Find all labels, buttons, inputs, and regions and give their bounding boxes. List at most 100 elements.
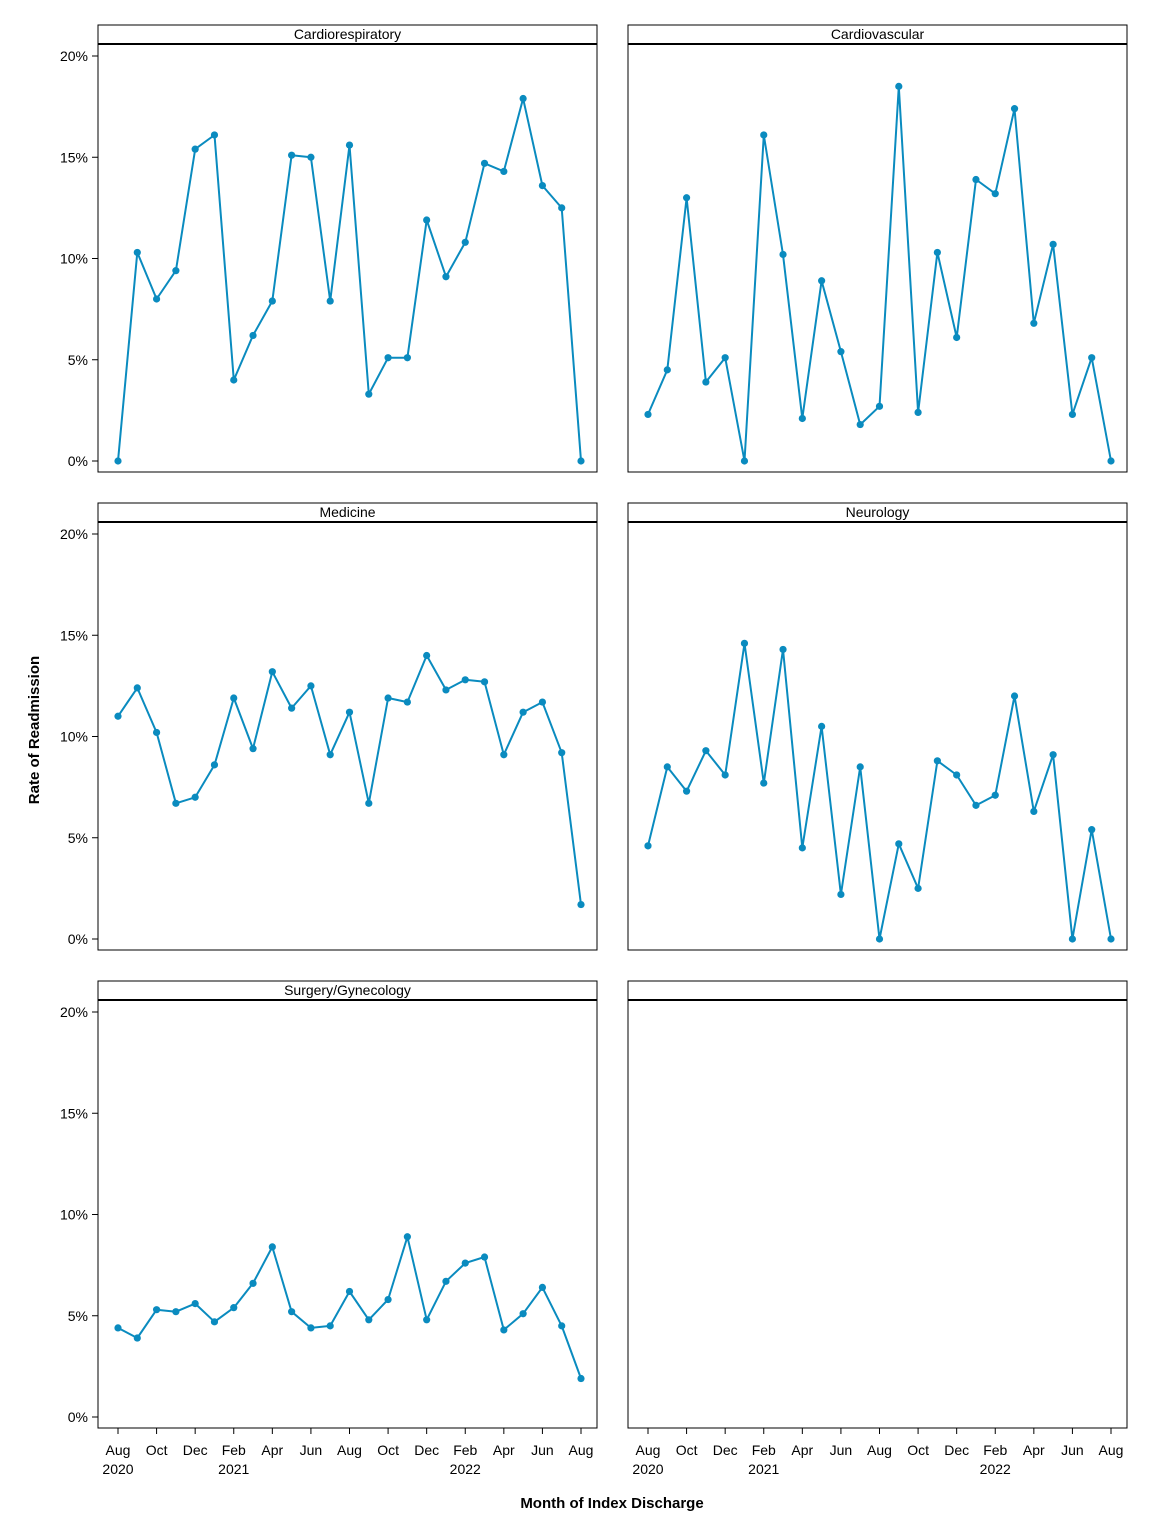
data-point [538, 1283, 547, 1291]
data-point [172, 267, 180, 275]
y-tick-label: 5% [68, 352, 88, 368]
y-tick-label: 10% [60, 251, 88, 267]
series-line [117, 1235, 582, 1379]
data-point [500, 167, 508, 176]
panel-strip [627, 980, 1128, 1001]
data-point [172, 799, 180, 807]
data-point [403, 1233, 411, 1241]
data-point [760, 779, 768, 787]
data-point [933, 757, 941, 765]
data-point [152, 1306, 161, 1314]
data-point [577, 900, 585, 909]
data-point [682, 194, 691, 202]
x-tick-label: Oct [676, 1442, 698, 1458]
panel-title: Neurology [846, 504, 910, 520]
data-point [365, 390, 373, 398]
x-tick-label: Dec [944, 1442, 969, 1458]
data-point [442, 273, 450, 281]
data-point [558, 749, 566, 757]
panel-title: Cardiorespiratory [294, 26, 401, 42]
data-point [210, 761, 219, 769]
x-tick-label: Aug [636, 1442, 661, 1458]
data-point [682, 787, 691, 795]
data-point [384, 354, 392, 362]
data-point [1010, 692, 1019, 700]
data-point [856, 763, 864, 771]
data-point [230, 1304, 238, 1312]
data-point [365, 1316, 373, 1324]
x-tick-label: Feb [752, 1442, 776, 1458]
panel-title: Surgery/Gynecology [284, 982, 411, 998]
x-tick-label: Feb [453, 1442, 477, 1458]
panel-cardiovascular: Cardiovascular [627, 24, 1128, 473]
panel-medicine: Medicine 0% 5% 10% 15% 20% [60, 502, 598, 951]
series-line [117, 97, 582, 462]
x-tick-label: Aug [569, 1442, 594, 1458]
x-tick-label: Oct [146, 1442, 168, 1458]
data-point [268, 297, 276, 305]
x-tick-label: Dec [414, 1442, 439, 1458]
data-point [991, 791, 999, 799]
x-tick-label: Dec [183, 1442, 208, 1458]
data-point [268, 668, 276, 676]
y-tick-label: 0% [68, 1409, 88, 1425]
data-point [365, 799, 373, 807]
data-point [403, 354, 411, 362]
data-point [442, 686, 450, 694]
data-point [326, 751, 334, 759]
panel-neurology: Neurology [627, 502, 1128, 951]
data-point [914, 884, 922, 892]
panel-frame [97, 43, 598, 473]
x-axis-title: Month of Index Discharge [520, 1495, 703, 1512]
data-point [172, 1308, 180, 1316]
data-point [480, 1253, 489, 1261]
data-point [519, 94, 527, 103]
data-point [191, 145, 199, 153]
data-point [740, 639, 749, 647]
data-point [721, 771, 729, 779]
data-point [326, 297, 334, 305]
x-tick-label: Aug [337, 1442, 362, 1458]
data-point [114, 457, 122, 465]
data-point [1068, 935, 1077, 943]
y-tick-label: 20% [60, 1004, 88, 1020]
x-tick-label: Apr [1023, 1442, 1045, 1458]
data-point [519, 1310, 527, 1318]
data-point [914, 408, 922, 416]
data-point [663, 763, 671, 771]
x-tick-year: 2022 [980, 1461, 1011, 1477]
data-point [1049, 240, 1057, 248]
data-point [798, 844, 806, 852]
data-point [895, 840, 903, 848]
data-point [249, 331, 257, 340]
y-tick-label: 15% [60, 1105, 88, 1121]
data-point [577, 1374, 585, 1383]
x-tick-year: 2020 [632, 1461, 663, 1477]
data-point [953, 333, 961, 342]
data-point [721, 354, 729, 362]
data-point [644, 842, 652, 850]
data-point [500, 1326, 508, 1334]
data-point [288, 151, 296, 159]
data-point [1010, 105, 1019, 113]
data-point [779, 645, 787, 654]
data-point [191, 793, 199, 801]
panel-title: Medicine [319, 504, 375, 520]
data-point [538, 182, 547, 190]
data-point [423, 651, 431, 660]
series-line [647, 642, 1112, 940]
data-point [326, 1322, 334, 1330]
x-tick-label: Aug [106, 1442, 131, 1458]
data-point [875, 935, 884, 943]
panel-frame [97, 521, 598, 951]
data-point [288, 1308, 296, 1316]
data-point [480, 678, 489, 686]
data-point [1049, 751, 1057, 759]
data-point [577, 457, 585, 465]
panel-surgery-gynecology: Surgery/Gynecology 0% 5% 10% 15% 20% Aug 2020 Oc… [60, 980, 598, 1477]
data-point [133, 248, 141, 257]
data-point [663, 366, 671, 374]
x-tick-year: 2022 [450, 1461, 481, 1477]
y-tick-label: 0% [68, 931, 88, 947]
